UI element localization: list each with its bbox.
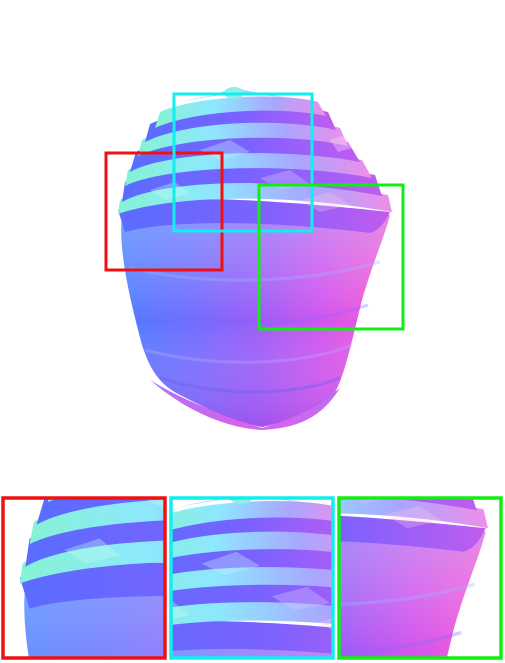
zoom-panel-red: [1, 496, 167, 660]
cyan-box: [172, 92, 314, 233]
zoom-panel-green: [337, 496, 503, 660]
red-box: [104, 151, 224, 272]
green-box: [257, 183, 405, 331]
zoom-panel-cyan: [169, 496, 335, 660]
